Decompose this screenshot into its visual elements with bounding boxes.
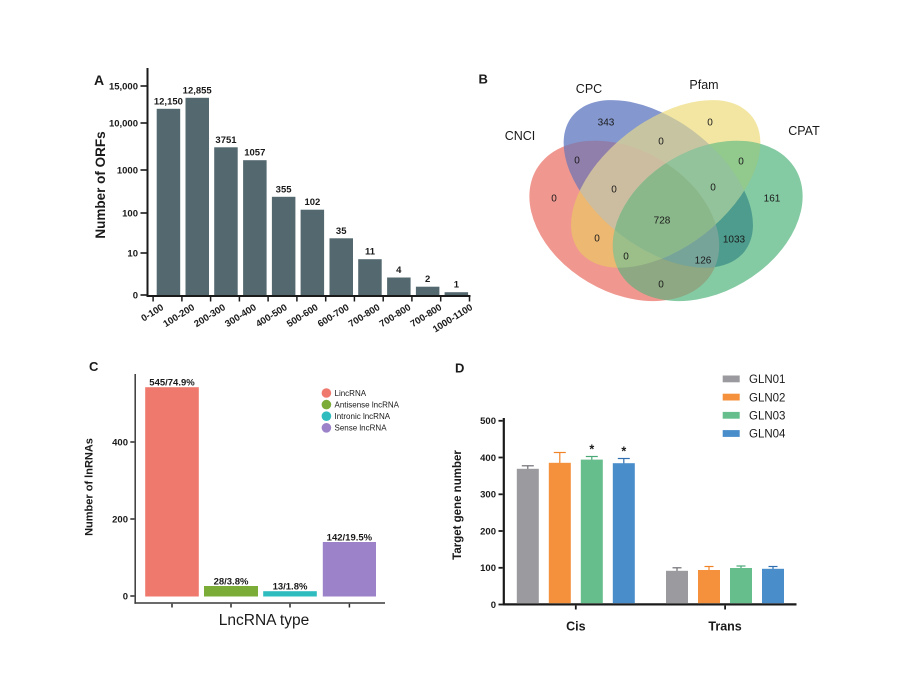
svg-text:102: 102 bbox=[304, 197, 320, 208]
svg-text:200: 200 bbox=[112, 514, 128, 525]
svg-text:200-300: 200-300 bbox=[192, 302, 227, 330]
svg-text:*: * bbox=[589, 443, 594, 457]
svg-text:CNCI: CNCI bbox=[505, 129, 536, 143]
svg-text:28/3.8%: 28/3.8% bbox=[214, 577, 249, 588]
svg-text:Cis: Cis bbox=[566, 620, 586, 634]
svg-text:0: 0 bbox=[707, 118, 713, 129]
svg-text:1033: 1033 bbox=[723, 235, 746, 246]
svg-text:Number of lnRNAs: Number of lnRNAs bbox=[84, 438, 96, 536]
svg-text:400: 400 bbox=[112, 437, 128, 448]
svg-text:10: 10 bbox=[127, 248, 138, 259]
svg-text:0: 0 bbox=[738, 157, 744, 168]
svg-text:700-800: 700-800 bbox=[347, 302, 382, 330]
svg-text:0: 0 bbox=[133, 290, 138, 301]
svg-text:300-400: 300-400 bbox=[223, 302, 258, 330]
svg-text:200: 200 bbox=[480, 526, 496, 537]
svg-text:400: 400 bbox=[480, 453, 496, 464]
svg-text:GLN04: GLN04 bbox=[749, 429, 786, 441]
svg-text:545/74.9%: 545/74.9% bbox=[149, 378, 195, 389]
svg-text:0: 0 bbox=[574, 156, 580, 167]
svg-text:700-800: 700-800 bbox=[378, 302, 413, 330]
svg-text:100: 100 bbox=[122, 208, 138, 219]
svg-text:C: C bbox=[89, 359, 99, 374]
svg-text:1: 1 bbox=[454, 280, 460, 291]
svg-text:B: B bbox=[479, 72, 488, 87]
svg-text:500: 500 bbox=[480, 416, 496, 427]
svg-text:161: 161 bbox=[764, 194, 781, 205]
svg-text:LncRNA type: LncRNA type bbox=[219, 612, 309, 629]
svg-text:Target gene number: Target gene number bbox=[452, 450, 464, 560]
svg-text:728: 728 bbox=[654, 216, 671, 227]
svg-text:0: 0 bbox=[658, 137, 664, 148]
svg-text:1057: 1057 bbox=[244, 148, 265, 159]
svg-text:3751: 3751 bbox=[215, 135, 237, 146]
svg-text:10,000: 10,000 bbox=[109, 118, 138, 129]
svg-text:300: 300 bbox=[480, 490, 496, 501]
svg-text:12,150: 12,150 bbox=[154, 96, 183, 107]
svg-text:CPAT: CPAT bbox=[788, 124, 820, 138]
svg-text:0: 0 bbox=[551, 194, 557, 205]
svg-text:0: 0 bbox=[594, 234, 600, 245]
svg-text:126: 126 bbox=[695, 256, 712, 267]
svg-text:35: 35 bbox=[336, 226, 347, 237]
svg-text:*: * bbox=[621, 445, 626, 459]
svg-text:D: D bbox=[455, 361, 464, 376]
svg-text:GLN01: GLN01 bbox=[749, 374, 785, 386]
svg-text:CPC: CPC bbox=[576, 82, 602, 96]
svg-text:11: 11 bbox=[365, 247, 376, 258]
svg-text:LincRNA: LincRNA bbox=[335, 389, 367, 398]
svg-text:0: 0 bbox=[123, 591, 128, 602]
svg-text:343: 343 bbox=[598, 118, 615, 129]
svg-text:GLN02: GLN02 bbox=[749, 392, 785, 404]
svg-text:Trans: Trans bbox=[708, 620, 741, 634]
svg-text:0: 0 bbox=[491, 600, 496, 611]
svg-text:0: 0 bbox=[623, 252, 629, 263]
svg-text:0: 0 bbox=[658, 280, 664, 291]
svg-text:15,000: 15,000 bbox=[109, 81, 138, 92]
svg-text:355: 355 bbox=[276, 184, 293, 195]
svg-text:Intronic lncRNA: Intronic lncRNA bbox=[335, 412, 391, 421]
svg-text:Pfam: Pfam bbox=[689, 78, 718, 92]
svg-text:A: A bbox=[94, 72, 104, 88]
svg-text:Sense lncRNA: Sense lncRNA bbox=[335, 424, 388, 433]
svg-text:4: 4 bbox=[396, 265, 402, 276]
svg-text:400-500: 400-500 bbox=[254, 302, 289, 330]
svg-text:GLN03: GLN03 bbox=[749, 411, 785, 423]
svg-text:1000: 1000 bbox=[117, 165, 138, 176]
svg-text:0: 0 bbox=[611, 185, 617, 196]
svg-text:600-700: 600-700 bbox=[316, 302, 351, 330]
svg-text:13/1.8%: 13/1.8% bbox=[273, 582, 308, 593]
svg-text:0: 0 bbox=[710, 183, 716, 194]
svg-text:Antisense lncRNA: Antisense lncRNA bbox=[335, 400, 400, 409]
svg-text:2: 2 bbox=[425, 274, 430, 285]
svg-text:100-200: 100-200 bbox=[161, 302, 196, 330]
svg-text:12,855: 12,855 bbox=[183, 85, 213, 96]
svg-text:142/19.5%: 142/19.5% bbox=[327, 533, 373, 544]
svg-text:Number of ORFs: Number of ORFs bbox=[93, 131, 108, 238]
svg-text:100: 100 bbox=[480, 563, 496, 574]
svg-text:500-600: 500-600 bbox=[285, 302, 320, 330]
